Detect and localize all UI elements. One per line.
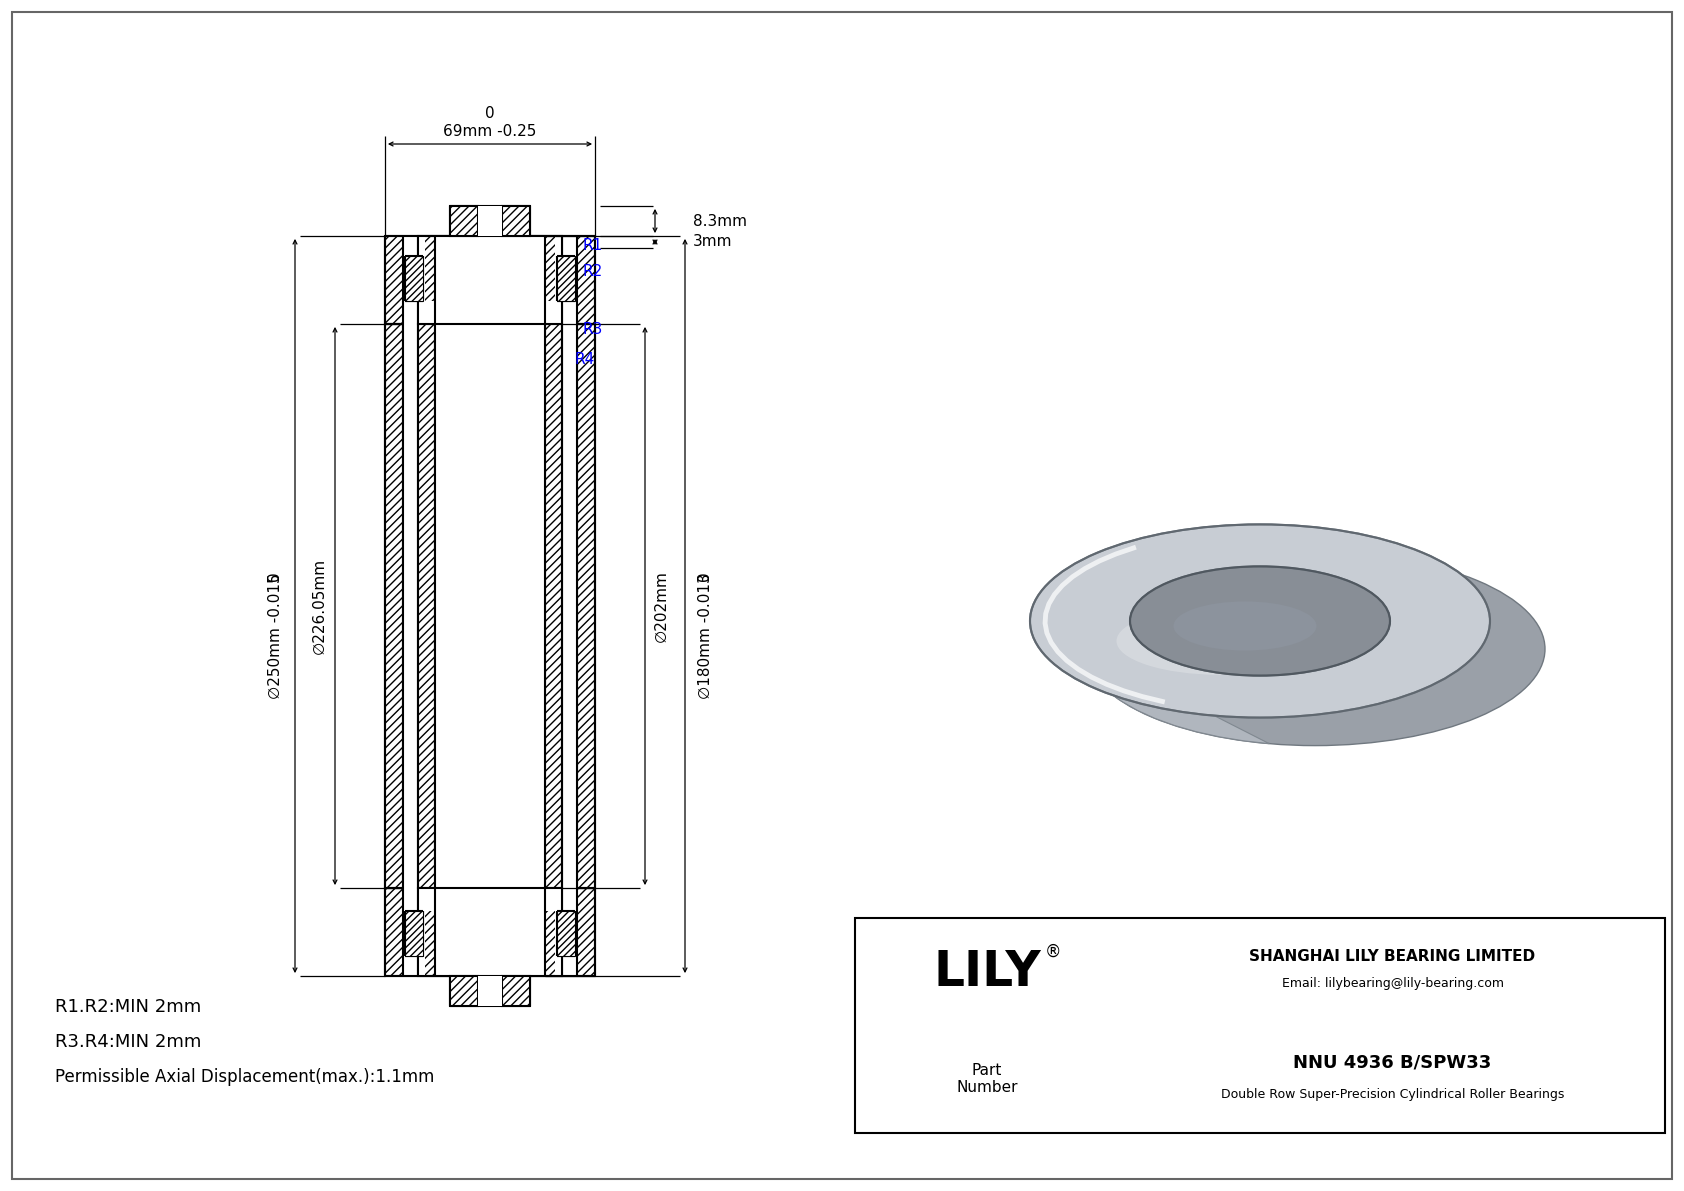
Polygon shape (557, 911, 574, 956)
Text: R3: R3 (583, 322, 603, 337)
Text: ∅250mm -0.015: ∅250mm -0.015 (268, 573, 283, 699)
Polygon shape (418, 324, 434, 888)
Polygon shape (502, 975, 530, 1006)
Text: NNU 4936 B/SPW33: NNU 4936 B/SPW33 (1293, 1053, 1492, 1071)
Text: Part
Number: Part Number (957, 1064, 1017, 1096)
Ellipse shape (1130, 567, 1389, 675)
Polygon shape (418, 888, 562, 911)
Polygon shape (556, 888, 562, 975)
Text: 0: 0 (485, 106, 495, 121)
Polygon shape (418, 888, 562, 975)
Polygon shape (557, 256, 574, 301)
Polygon shape (402, 888, 578, 975)
Text: R1: R1 (583, 238, 603, 254)
Text: Email: lilybearing@lily-bearing.com: Email: lilybearing@lily-bearing.com (1282, 978, 1504, 990)
Text: 3mm: 3mm (694, 235, 733, 249)
Polygon shape (1248, 567, 1445, 704)
Text: ∅226.05mm: ∅226.05mm (312, 557, 327, 654)
Polygon shape (450, 975, 478, 1006)
Polygon shape (450, 206, 478, 236)
Polygon shape (578, 324, 594, 888)
Text: ∅180mm -0.013: ∅180mm -0.013 (697, 573, 712, 699)
Polygon shape (556, 236, 562, 324)
Ellipse shape (1084, 553, 1544, 746)
Polygon shape (386, 236, 594, 324)
Polygon shape (478, 206, 502, 236)
Ellipse shape (1186, 594, 1445, 704)
Polygon shape (402, 324, 578, 888)
Text: Permissible Axial Displacement(max.):1.1mm: Permissible Axial Displacement(max.):1.1… (56, 1068, 434, 1086)
Text: ®: ® (1046, 943, 1061, 961)
Polygon shape (404, 911, 423, 956)
Polygon shape (418, 236, 424, 324)
Ellipse shape (1031, 524, 1490, 718)
Ellipse shape (1116, 607, 1324, 675)
Text: Double Row Super-Precision Cylindrical Roller Bearings: Double Row Super-Precision Cylindrical R… (1221, 1087, 1564, 1100)
Text: 0: 0 (268, 572, 283, 581)
Polygon shape (434, 888, 546, 975)
Polygon shape (404, 256, 423, 301)
Text: SHANGHAI LILY BEARING LIMITED: SHANGHAI LILY BEARING LIMITED (1250, 949, 1536, 965)
Polygon shape (1031, 526, 1270, 743)
Text: R1.R2:MIN 2mm: R1.R2:MIN 2mm (56, 998, 202, 1016)
Text: R4: R4 (574, 351, 594, 367)
Polygon shape (434, 236, 546, 324)
Text: ∅202mm: ∅202mm (653, 570, 669, 642)
Polygon shape (418, 301, 562, 324)
Text: 69mm -0.25: 69mm -0.25 (443, 125, 537, 139)
Polygon shape (502, 206, 530, 236)
Polygon shape (386, 324, 402, 888)
Text: 8.3mm: 8.3mm (694, 213, 748, 229)
Ellipse shape (1174, 601, 1317, 650)
Text: R2: R2 (583, 263, 603, 279)
Text: R3.R4:MIN 2mm: R3.R4:MIN 2mm (56, 1033, 202, 1050)
Polygon shape (418, 236, 562, 324)
Text: LILY: LILY (933, 948, 1041, 996)
Polygon shape (418, 888, 424, 975)
Text: 0: 0 (697, 572, 712, 581)
Polygon shape (855, 918, 1665, 1133)
Polygon shape (434, 324, 546, 888)
Polygon shape (402, 236, 578, 324)
Polygon shape (478, 975, 502, 1006)
Polygon shape (386, 888, 594, 975)
Polygon shape (546, 324, 562, 888)
